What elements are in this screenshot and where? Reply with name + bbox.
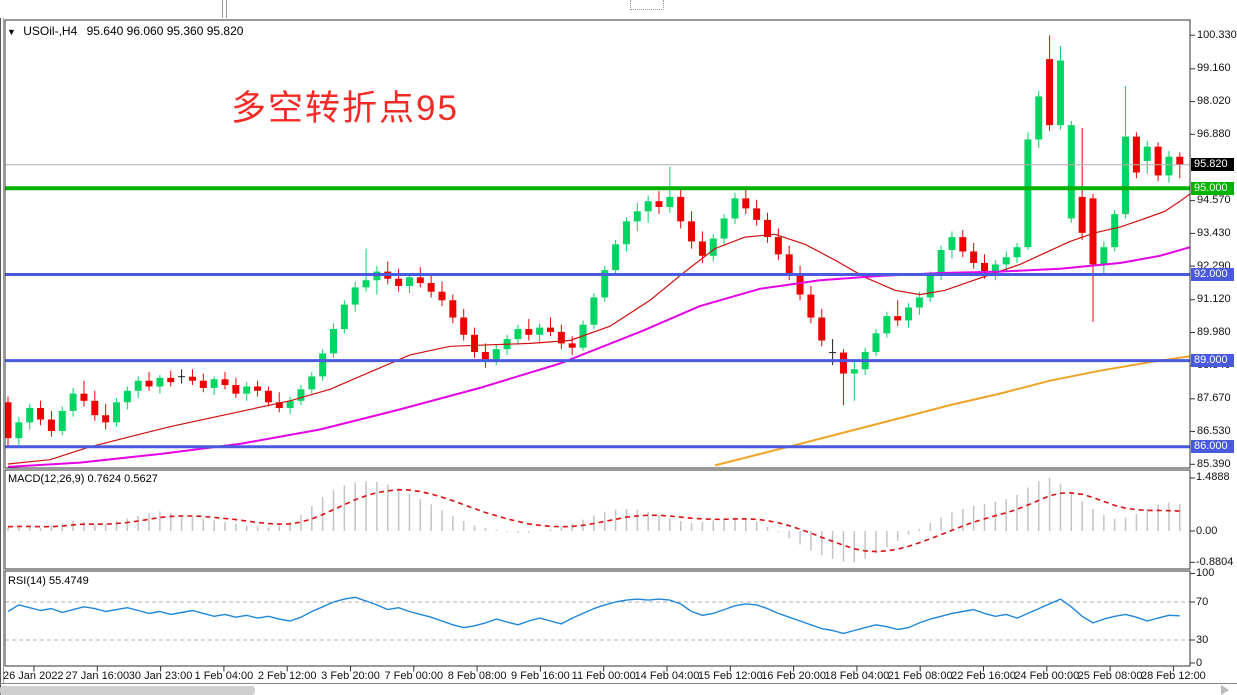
price-badge: 95.820 bbox=[1191, 158, 1234, 172]
time-axis-label: 14 Feb 04:00 bbox=[634, 670, 700, 682]
price-badge: 92.000 bbox=[1191, 267, 1234, 281]
price-axis-label: 100.330 bbox=[1197, 28, 1237, 41]
price-axis-label: 93.430 bbox=[1197, 226, 1231, 239]
price-badge: 95.000 bbox=[1191, 181, 1234, 195]
scroll-end-button[interactable] bbox=[1221, 685, 1229, 695]
time-axis-label: 16 Feb 20:00 bbox=[761, 670, 827, 682]
collapse-triangle-icon[interactable]: ▼ bbox=[7, 27, 16, 37]
time-axis-label: 24 Feb 00:00 bbox=[1014, 670, 1080, 682]
time-axis-label: 22 Feb 16:00 bbox=[951, 670, 1016, 682]
price-axis-label: 86.530 bbox=[1197, 425, 1231, 438]
price-axis-label: 98.020 bbox=[1197, 95, 1231, 108]
symbol-title: ▼ USOil-,H4 95.640 96.060 95.360 95.820 bbox=[7, 24, 243, 38]
rsi-indicator-label: RSI(14) 55.4749 bbox=[8, 575, 89, 587]
annotation-text: 多空转折点95 bbox=[231, 89, 459, 128]
horizontal-scrollbar-thumb[interactable] bbox=[0, 686, 255, 695]
price-axis-label: 85.390 bbox=[1197, 457, 1231, 470]
symbol-timeframe: USOil-,H4 bbox=[23, 24, 78, 38]
time-axis-label: 27 Jan 16:00 bbox=[65, 670, 130, 682]
macd-axis-label: 1.4888 bbox=[1196, 471, 1230, 484]
time-axis-label: 7 Feb 00:00 bbox=[384, 670, 444, 682]
time-axis-label: 30 Jan 23:00 bbox=[128, 670, 193, 682]
price-axis-label: 87.670 bbox=[1197, 392, 1231, 405]
macd-axis-label: -0.8804 bbox=[1196, 555, 1234, 568]
price-axis-label: 94.570 bbox=[1197, 194, 1231, 207]
price-axis-label: 96.880 bbox=[1197, 127, 1231, 140]
time-axis-label: 15 Feb 12:00 bbox=[697, 670, 763, 682]
time-axis-label: 26 Jan 2022 bbox=[3, 670, 64, 682]
macd-axis-label: 0.00 bbox=[1196, 524, 1218, 537]
price-axis-label: 91.120 bbox=[1197, 293, 1231, 306]
time-axis-label: 2 Feb 12:00 bbox=[257, 670, 317, 682]
price-axis-label: 89.980 bbox=[1197, 325, 1231, 338]
time-axis-label: 21 Feb 08:00 bbox=[887, 670, 953, 682]
macd-indicator-label: MACD(12,26,9) 0.7624 0.5627 bbox=[8, 473, 158, 485]
price-axis-label: 99.160 bbox=[1197, 62, 1231, 75]
time-axis-label: 3 Feb 20:00 bbox=[321, 670, 380, 682]
time-axis-label: 11 Feb 00:00 bbox=[571, 670, 636, 682]
toolbar-remnant-box bbox=[630, 0, 664, 10]
price-badge: 89.000 bbox=[1191, 354, 1234, 368]
time-axis-label: 8 Feb 08:00 bbox=[447, 670, 507, 682]
time-axis-label: 25 Feb 08:00 bbox=[1077, 670, 1143, 682]
ohlc-values: 95.640 96.060 95.360 95.820 bbox=[86, 24, 244, 38]
price-badge: 86.000 bbox=[1191, 440, 1234, 454]
rsi-axis-label: 70 bbox=[1196, 595, 1209, 608]
rsi-axis-label: 30 bbox=[1196, 633, 1209, 646]
rsi-axis-label: 0 bbox=[1196, 656, 1203, 669]
rsi-axis-label: 100 bbox=[1196, 567, 1215, 579]
time-axis-label: 28 Feb 12:00 bbox=[1140, 670, 1206, 682]
toolbar-remnant-divider bbox=[222, 0, 227, 18]
time-axis-label: 9 Feb 16:00 bbox=[511, 670, 570, 682]
time-axis-label: 1 Feb 04:00 bbox=[194, 670, 254, 682]
time-axis-label: 18 Feb 04:00 bbox=[824, 670, 890, 682]
